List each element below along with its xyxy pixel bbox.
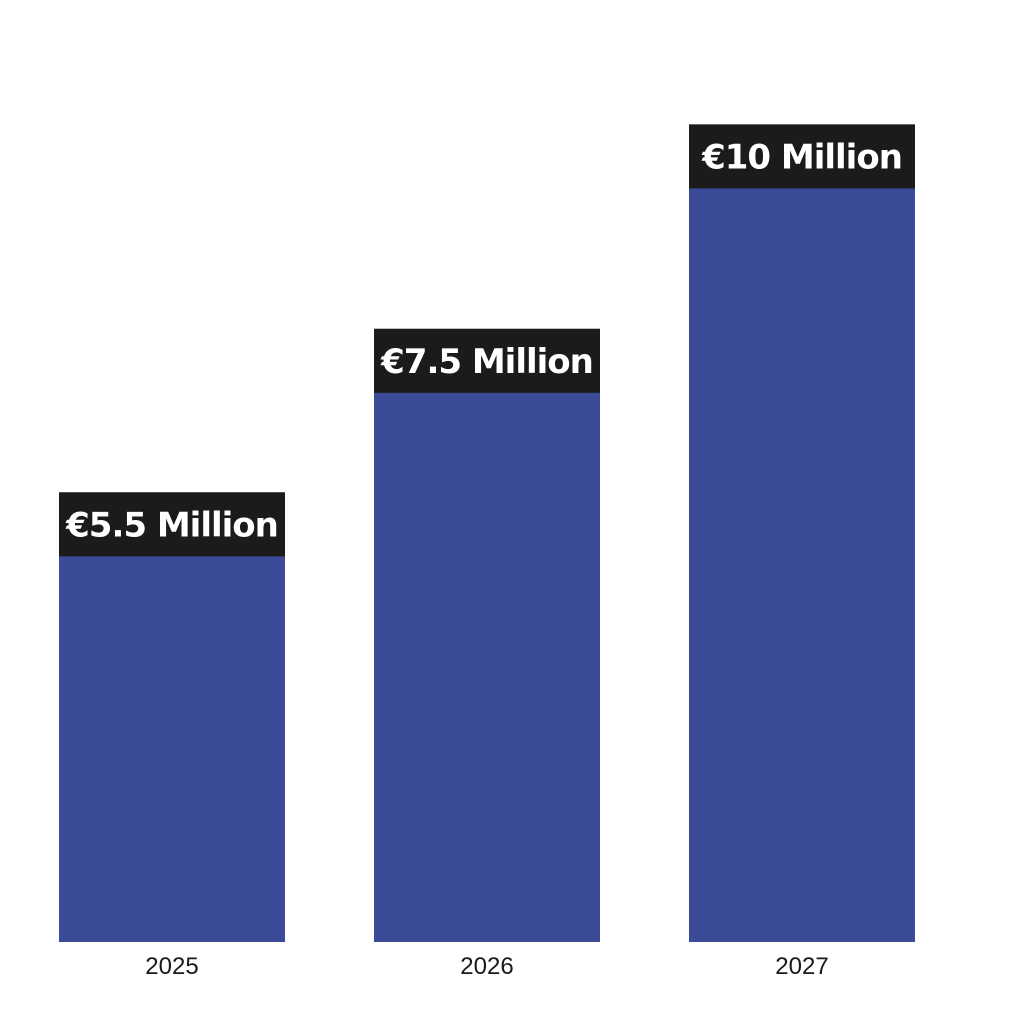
x-tick-label-2026: 2026 [460, 953, 513, 980]
data-label-2025: €5.5 Million [65, 505, 278, 545]
data-label-box-2027 [689, 124, 915, 189]
bar-2025 [59, 492, 285, 942]
data-label-2026: €7.5 Million [380, 342, 593, 382]
bar-group-2027: €10 Million 2027 [689, 124, 915, 980]
x-tick-label-2027: 2027 [775, 953, 828, 980]
x-tick-label-2025: 2025 [145, 953, 198, 980]
data-label-2027: €10 Million [701, 137, 902, 177]
bar-2026 [374, 328, 600, 942]
data-label-box-2025 [59, 492, 285, 557]
data-label-box-2026 [374, 328, 600, 393]
bar-group-2026: €7.5 Million 2026 [374, 328, 600, 980]
bar-group-2025: €5.5 Million 2025 [59, 492, 285, 980]
bar-2027 [689, 124, 915, 942]
